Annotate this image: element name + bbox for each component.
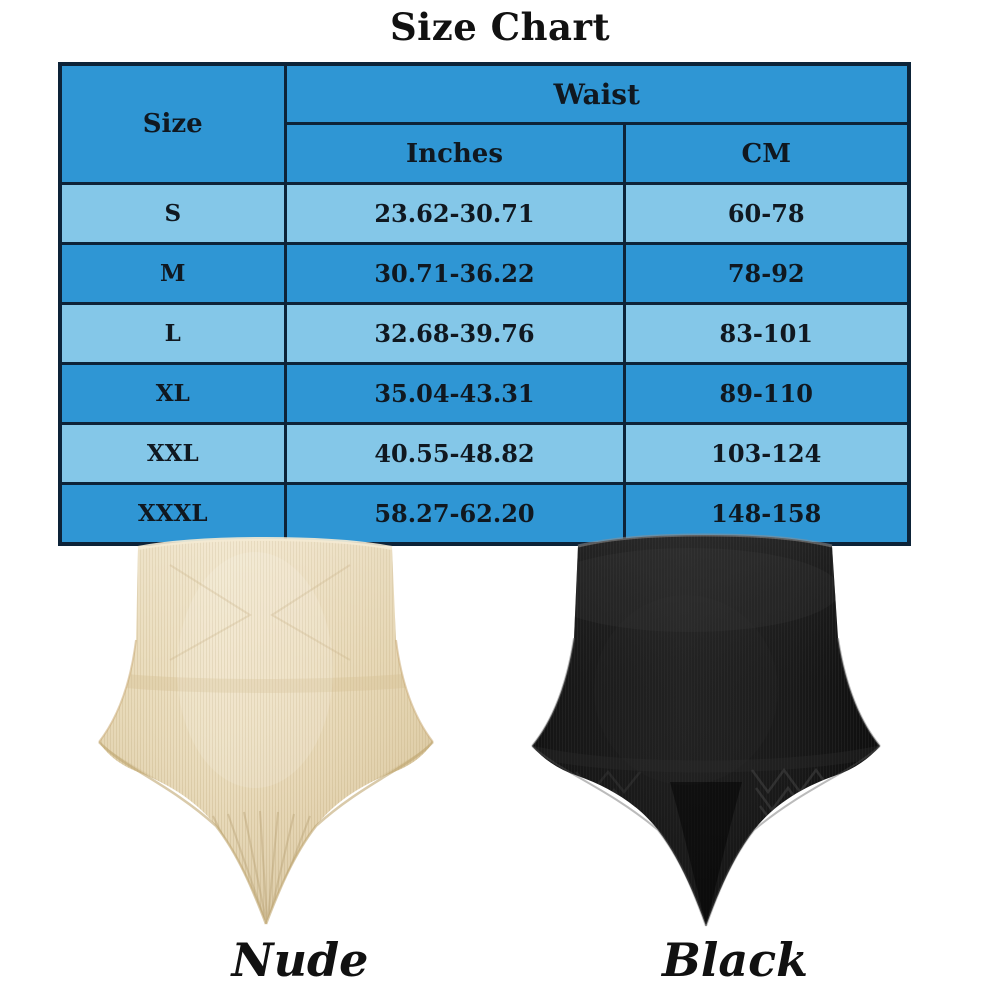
black-left-leg-trim: [531, 745, 707, 927]
black-left-seam: [531, 637, 575, 747]
black-garment-body: [532, 535, 880, 926]
column-header-size: Size: [58, 62, 287, 185]
cell-inches: 40.55-48.82: [283, 422, 626, 485]
cell-inches: 32.68-39.76: [283, 302, 626, 365]
cell-cm: 89-110: [622, 362, 911, 425]
product-image-row: [0, 520, 1000, 1000]
nude-left-leg-trim: [98, 741, 268, 925]
product-image-nude: [50, 520, 480, 940]
column-header-waist: Waist: [283, 62, 911, 125]
cell-cm: 60-78: [622, 182, 911, 245]
page-title: Size Chart: [389, 5, 611, 49]
cell-size: L: [58, 302, 287, 365]
color-label-nude: Nude: [230, 932, 370, 989]
cell-inches: 23.62-30.71: [283, 182, 626, 245]
cell-inches: 35.04-43.31: [283, 362, 626, 425]
color-label-black: Black: [660, 932, 809, 989]
table-body: S 23.62-30.71 60-78 M 30.71-36.22 78-92 …: [58, 182, 911, 546]
column-header-inches: Inches: [283, 122, 626, 185]
cell-cm: 78-92: [622, 242, 911, 305]
black-waistband-edge: [577, 533, 833, 548]
nude-waistband-edge: [137, 536, 393, 550]
nude-shapewear-illustration: [98, 536, 434, 925]
black-shapewear-illustration: [531, 533, 881, 927]
nude-garment-body: [99, 539, 433, 924]
table-row: M 30.71-36.22 78-92: [58, 242, 911, 305]
product-image-black: [490, 520, 920, 940]
table-row: XL 35.04-43.31 89-110: [58, 362, 911, 425]
cell-cm: 83-101: [622, 302, 911, 365]
table-header-row-1: Size Waist: [58, 62, 911, 185]
table-row: S 23.62-30.71 60-78: [58, 182, 911, 245]
black-right-seam: [837, 637, 881, 747]
black-right-leg-trim: [705, 745, 881, 927]
size-chart-table-container: Size Waist Inches CM S 23.62-30.71 60-78…: [58, 62, 911, 546]
cell-size: M: [58, 242, 287, 305]
table-header-row-2: Inches CM: [60, 122, 911, 185]
cell-inches: 58.27-62.20: [283, 482, 626, 546]
table-row: XXL 40.55-48.82 103-124: [58, 422, 911, 485]
nude-right-leg-trim: [264, 741, 434, 925]
size-chart-table: Size Waist Inches CM S 23.62-30.71 60-78…: [58, 62, 911, 546]
nude-right-seam: [395, 639, 434, 743]
nude-left-seam: [98, 639, 137, 743]
table-row: L 32.68-39.76 83-101: [58, 302, 911, 365]
cell-size: XL: [58, 362, 287, 425]
table-header: Size Waist Inches CM: [58, 62, 911, 185]
cell-size: XXL: [58, 422, 287, 485]
column-header-cm: CM: [622, 122, 911, 185]
cell-size: S: [58, 182, 287, 245]
cell-inches: 30.71-36.22: [283, 242, 626, 305]
cell-cm: 103-124: [622, 422, 911, 485]
